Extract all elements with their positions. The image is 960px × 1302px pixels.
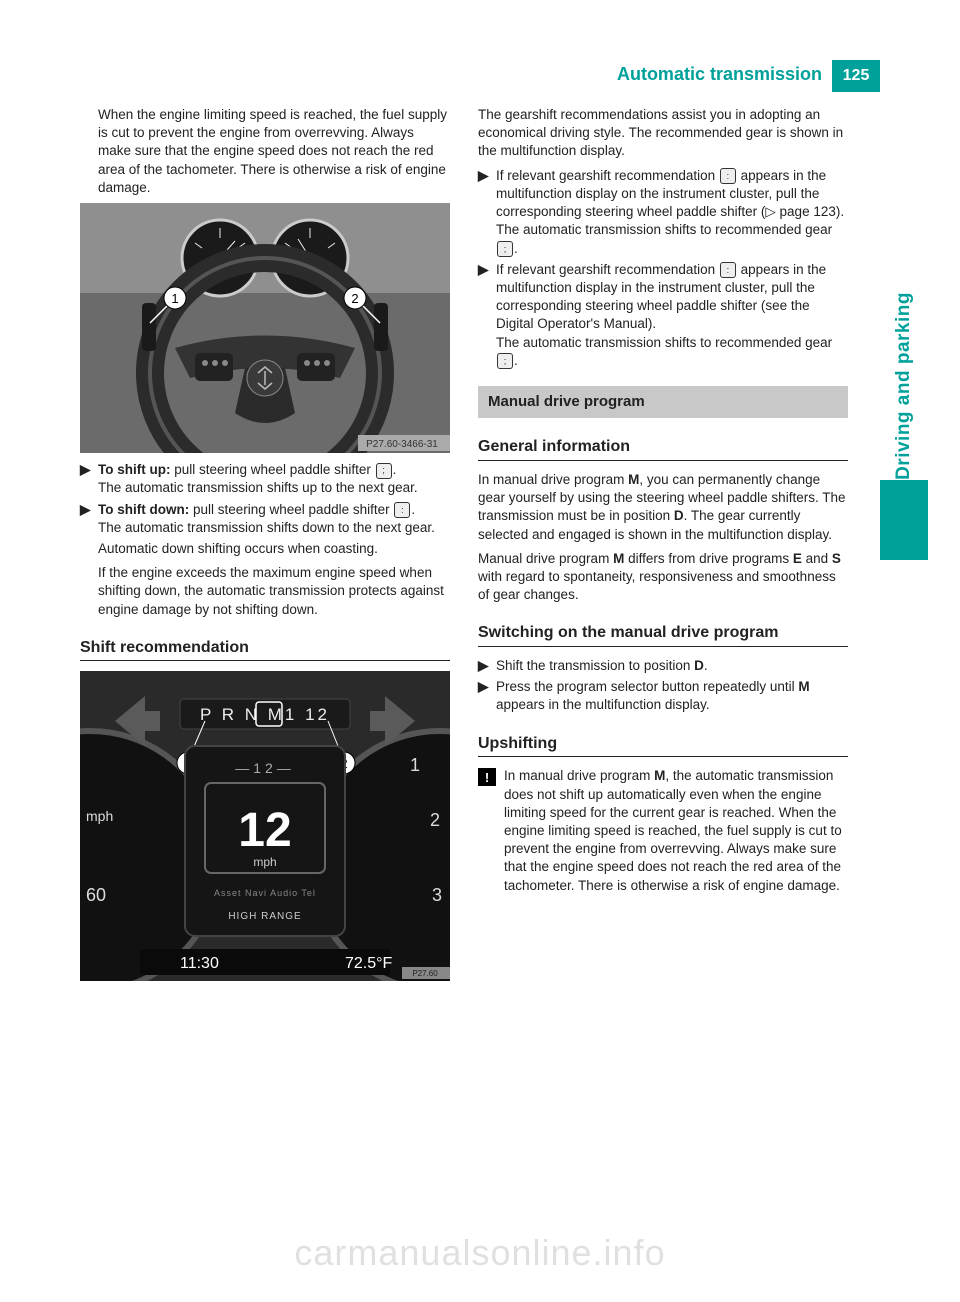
side-tab-label: Driving and parking (893, 280, 915, 480)
heading-rule (478, 460, 848, 461)
svg-text:P27.60: P27.60 (412, 969, 438, 978)
side-tab: Driving and parking (880, 200, 928, 560)
heading-rule (478, 646, 848, 647)
section-manual-drive: Manual drive program (478, 386, 848, 418)
svg-text:1: 1 (410, 755, 420, 775)
svg-text:11:30: 11:30 (180, 955, 219, 972)
general-p2: Manual drive program M differs from driv… (478, 550, 848, 605)
right-column: The gearshift recommendations assist you… (478, 106, 848, 989)
heading-general-info: General information (478, 436, 848, 458)
rec2-content: If relevant gearshift recommendation : a… (496, 261, 848, 370)
heading-rule (478, 756, 848, 757)
bullet-rec-2: ▶ If relevant gearshift recommendation :… (478, 261, 848, 370)
svg-text:60: 60 (86, 885, 106, 905)
triangle-icon: ▶ (478, 261, 490, 370)
triangle-icon: ▶ (80, 501, 92, 537)
bullet-shift-down: ▶ To shift down: pull steering wheel pad… (80, 501, 450, 537)
svg-text:mph: mph (86, 808, 113, 824)
heading-rule (80, 660, 450, 661)
shift-up-text: To shift up: pull steering wheel paddle … (98, 461, 450, 497)
figure-instrument-cluster: mph 60 1 2 3 P R N M1 12 (80, 671, 450, 981)
intro-paragraph: When the engine limiting speed is reache… (80, 106, 450, 197)
heading-upshifting: Upshifting (478, 733, 848, 755)
side-tab-block (880, 480, 928, 560)
triangle-icon: ▶ (478, 167, 490, 258)
svg-text:2: 2 (351, 291, 358, 306)
svg-text:1: 1 (171, 291, 178, 306)
notice-text: In manual drive program M, the automatic… (504, 767, 848, 895)
page-content: Automatic transmission 125 Driving and p… (80, 60, 880, 1242)
triangle-icon: ▶ (478, 678, 490, 714)
exceed-text: If the engine exceeds the maximum engine… (80, 564, 450, 619)
page-header: Automatic transmission 125 (80, 60, 880, 92)
svg-text:72.5°F: 72.5°F (345, 955, 393, 972)
rec1-content: If relevant gearshift recommendation : a… (496, 167, 848, 258)
svg-text:HIGH RANGE: HIGH RANGE (228, 911, 301, 922)
shift-down-text: To shift down: pull steering wheel paddl… (98, 501, 450, 537)
triangle-icon: ▶ (80, 461, 92, 497)
svg-text:mph: mph (253, 855, 276, 869)
notice-upshift: ! In manual drive program M, the automat… (478, 767, 848, 895)
svg-text:P27.60-3466-31: P27.60-3466-31 (366, 439, 438, 450)
bullet-switch-2: ▶ Press the program selector button repe… (478, 678, 848, 714)
exclamation-icon: ! (478, 768, 496, 786)
svg-text:12: 12 (238, 804, 291, 857)
right-intro: The gearshift recommendations assist you… (478, 106, 848, 161)
svg-text:3: 3 (432, 885, 442, 905)
bullet-shift-up: ▶ To shift up: pull steering wheel paddl… (80, 461, 450, 497)
bullet-rec-1: ▶ If relevant gearshift recommendation :… (478, 167, 848, 258)
shift-down-result: The automatic transmission shifts down t… (98, 519, 450, 537)
bullet-switch-1: ▶ Shift the transmission to position D. (478, 657, 848, 675)
two-column-layout: When the engine limiting speed is reache… (80, 106, 880, 989)
figure-steering-wheel: 1 2 P27.60-3466-31 (80, 203, 450, 453)
shift-up-result: The automatic transmission shifts up to … (98, 479, 450, 497)
heading-switching-on: Switching on the manual drive program (478, 622, 848, 644)
page-number: 125 (832, 60, 880, 92)
heading-shift-recommendation: Shift recommendation (80, 637, 450, 659)
header-title: Automatic transmission (617, 60, 832, 92)
svg-text:Asset Navi Audio Tel: Asset Navi Audio Tel (214, 888, 316, 898)
triangle-icon: ▶ (478, 657, 490, 675)
svg-text:—12—: —12— (235, 760, 295, 776)
svg-text:2: 2 (430, 810, 440, 830)
general-p1: In manual drive program M, you can perma… (478, 471, 848, 544)
coast-text: Automatic down shifting occurs when coas… (80, 540, 450, 558)
left-column: When the engine limiting speed is reache… (80, 106, 450, 989)
svg-text:P R N M1 12: P R N M1 12 (200, 705, 330, 724)
